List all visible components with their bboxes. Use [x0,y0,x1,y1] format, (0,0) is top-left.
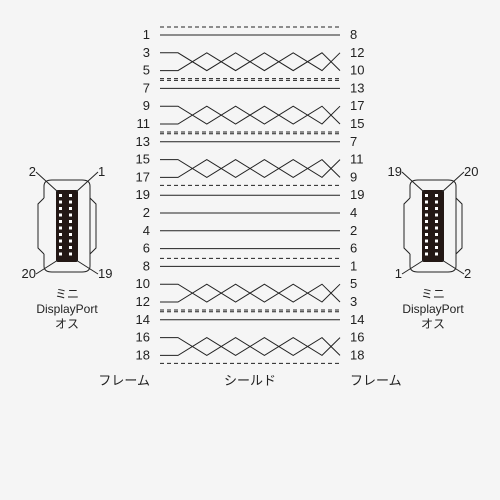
connector-label: オス [421,317,445,331]
left-connector [40,175,100,295]
right-connector [400,175,460,295]
connector-pin-number: 2 [29,164,36,179]
connector-pin-number: 19 [98,266,112,281]
connector-label: DisplayPort [36,302,98,316]
wiring-diagram [130,20,370,470]
connector-pin-number: 20 [22,266,36,281]
connector-pin-number: 2 [464,266,471,281]
connector-pin-number: 20 [464,164,478,179]
connector-label: DisplayPort [402,302,464,316]
connector-label: オス [55,317,79,331]
